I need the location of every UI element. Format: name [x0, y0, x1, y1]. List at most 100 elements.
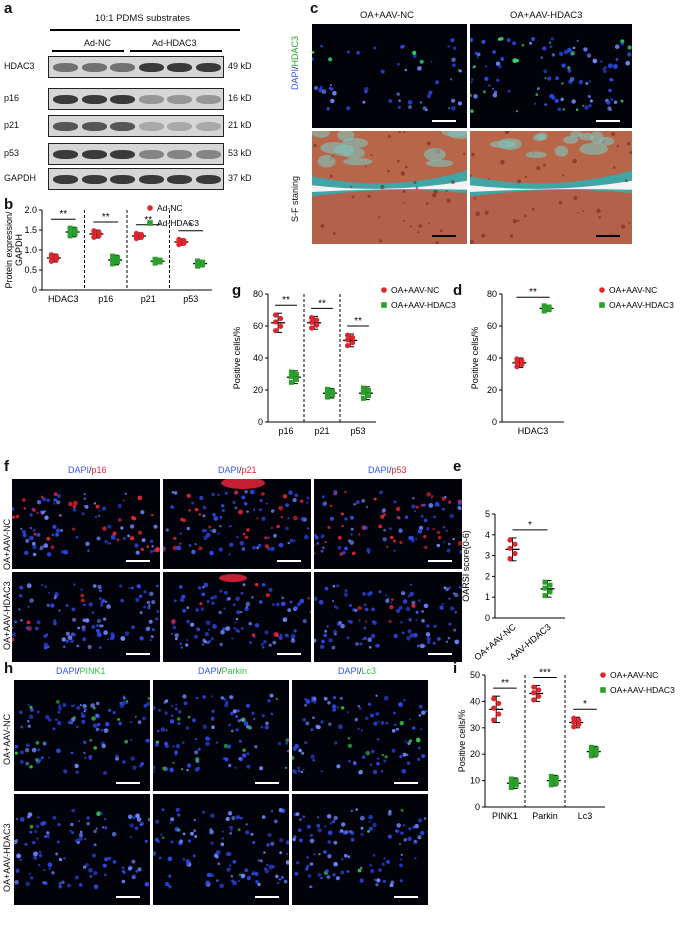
f-dapi-1: DAPI [68, 465, 90, 475]
data-point [157, 257, 163, 263]
row-label-dapi-hdac3: DAPI/HDAC3 [290, 36, 300, 90]
h-dapi-1: DAPI [56, 666, 78, 676]
blot-band [195, 95, 221, 104]
blot-band [138, 63, 164, 72]
data-point [542, 593, 548, 599]
blot-kd-hdac3: 49 kD [228, 61, 252, 71]
data-point [536, 693, 542, 699]
data-point [360, 390, 366, 396]
blot-band [81, 63, 107, 72]
blot-band [53, 63, 78, 72]
significance-label: ** [282, 295, 290, 306]
f-marker-2: p21 [241, 465, 257, 475]
h-image-r1-c1 [14, 680, 150, 791]
y-tick-label: 80 [253, 289, 263, 299]
f-sep-1: / [89, 465, 92, 475]
h-header-3: DAPI/Lc3 [338, 666, 376, 676]
blot-band [195, 63, 221, 72]
data-point [349, 334, 356, 341]
f-image-r1-c2 [163, 479, 311, 569]
data-point [133, 230, 139, 237]
panel-letter-i: i [453, 660, 458, 677]
data-point [272, 327, 279, 334]
data-point [277, 315, 284, 322]
legend-marker [600, 672, 606, 678]
x-tick-label: p21 [141, 294, 156, 304]
blot-band [53, 122, 78, 131]
panel-letter-c: c [310, 0, 319, 17]
blot-band [138, 122, 164, 131]
blot-band [195, 175, 221, 184]
y-tick-label: 0 [492, 417, 497, 427]
significance-label: * [583, 699, 587, 710]
data-point [496, 700, 502, 706]
blot-band [110, 150, 135, 159]
data-point [542, 585, 548, 591]
data-point [507, 556, 513, 562]
data-point [293, 377, 299, 383]
x-tick-label: PINK1 [492, 811, 518, 821]
data-point [308, 315, 315, 321]
h-row-label-nc: OA+AAV-NC [2, 713, 12, 765]
x-tick-label: p21 [314, 426, 329, 436]
f-row-label-nc: OA+AAV-NC [2, 518, 12, 570]
significance-label: ** [59, 209, 67, 220]
f-image-r1-c3 [314, 479, 462, 569]
data-point [324, 386, 330, 392]
data-point [588, 753, 594, 759]
blot-kd-p16: 16 kD [228, 93, 252, 103]
y-tick-label: 2.0 [24, 205, 37, 215]
h-dapi-3: DAPI [338, 666, 360, 676]
data-point [195, 263, 201, 269]
data-point [491, 696, 497, 702]
blot-band [138, 150, 164, 159]
data-point [365, 387, 371, 393]
blot-strip-p21 [48, 115, 224, 137]
data-point [67, 225, 73, 231]
f-header-3: DAPI/p53 [368, 465, 407, 475]
blot-band [195, 150, 221, 159]
data-point [293, 371, 299, 377]
data-point [536, 687, 542, 693]
data-point [272, 319, 279, 325]
data-point [91, 234, 97, 240]
blot-strip-p16 [48, 88, 224, 110]
data-point [571, 719, 577, 725]
data-point [110, 257, 116, 263]
blot-label-p16: p16 [4, 93, 20, 103]
f-sep-3: / [389, 465, 392, 475]
data-point [272, 312, 279, 318]
blot-band [138, 175, 164, 184]
data-point [507, 545, 513, 551]
panel-letter-b: b [4, 196, 14, 213]
label-sep: / [290, 66, 300, 69]
x-tick-label: HDAC3 [48, 294, 79, 304]
blot-header-line [50, 29, 240, 31]
label-dapi: DAPI [290, 68, 300, 90]
row-label-sf: S-F staning [290, 175, 300, 222]
chart-d: 0 20 40 60 80 Positive cells/% HDAC3 ** OA+AAV-N… [470, 285, 674, 436]
data-point [308, 319, 315, 325]
blot-band [81, 150, 107, 159]
data-point [576, 717, 582, 723]
data-point [365, 393, 371, 399]
blot-group-hdac3-line [130, 50, 222, 52]
data-point [588, 748, 594, 754]
h-image-r2-c2 [153, 794, 289, 905]
blot-band [110, 95, 135, 104]
data-point [548, 782, 554, 788]
blot-band [167, 122, 192, 131]
data-point [313, 317, 320, 323]
data-point [491, 705, 497, 711]
blot-kd-p53: 53 kD [228, 148, 252, 158]
data-point [531, 684, 537, 690]
blot-kd-gapdh: 37 kD [228, 173, 252, 183]
data-point [547, 589, 553, 595]
f-row-label-hdac3: OA+AAV-HDAC3 [2, 581, 12, 650]
data-point [110, 261, 116, 267]
data-point [496, 711, 502, 717]
data-point [349, 340, 356, 346]
y-tick-label: 40 [487, 353, 497, 363]
